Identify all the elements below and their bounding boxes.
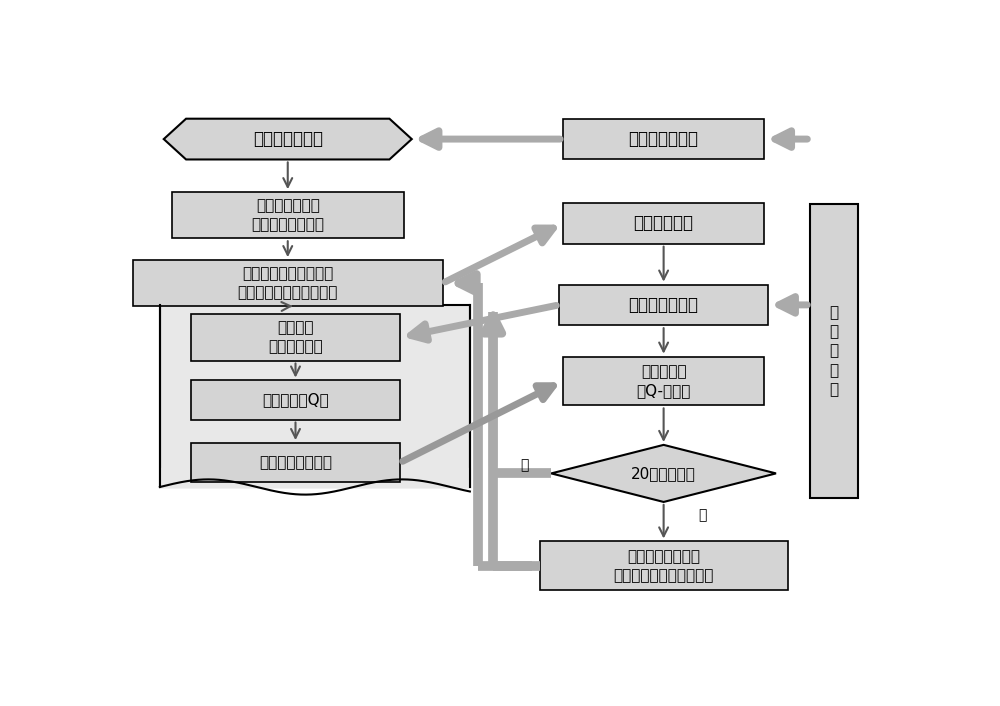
Bar bbox=[563, 119, 764, 160]
Bar bbox=[559, 285, 768, 325]
Text: 确定初始周期和相位差
（网络绿波和子区划分）: 确定初始周期和相位差 （网络绿波和子区划分） bbox=[238, 266, 338, 300]
Bar bbox=[133, 260, 443, 306]
Text: 计算回报及Q值: 计算回报及Q值 bbox=[262, 393, 329, 407]
Bar bbox=[810, 204, 858, 498]
Text: 控制效果
（车均延误）: 控制效果 （车均延误） bbox=[268, 321, 323, 354]
Text: 流
量
检
测
器: 流 量 检 测 器 bbox=[830, 305, 839, 397]
Text: 神经网络权值更新: 神经网络权值更新 bbox=[259, 455, 332, 470]
Text: 确定绿信比
（Q-学习）: 确定绿信比 （Q-学习） bbox=[636, 364, 691, 398]
Text: 否: 否 bbox=[520, 458, 528, 472]
Text: 初始交通流数据: 初始交通流数据 bbox=[629, 130, 699, 148]
Bar bbox=[191, 381, 400, 419]
Text: 确定初始绿信比
（按流量比分配）: 确定初始绿信比 （按流量比分配） bbox=[251, 198, 324, 232]
Bar bbox=[160, 305, 470, 487]
Bar bbox=[563, 357, 764, 405]
Bar bbox=[172, 192, 404, 239]
Text: 确定周期和相位差
（网络绿波和子区划分）: 确定周期和相位差 （网络绿波和子区划分） bbox=[613, 549, 714, 583]
Text: 初始交通流数据: 初始交通流数据 bbox=[253, 130, 323, 148]
Bar bbox=[563, 203, 764, 244]
Polygon shape bbox=[551, 445, 776, 502]
Bar bbox=[540, 542, 788, 590]
Polygon shape bbox=[164, 119, 412, 160]
Text: 路口运行状态: 路口运行状态 bbox=[634, 215, 694, 232]
Bar bbox=[191, 314, 400, 361]
Bar bbox=[191, 443, 400, 482]
Text: 实时交通流数据: 实时交通流数据 bbox=[629, 296, 699, 314]
Text: 是: 是 bbox=[698, 508, 707, 522]
Text: 20个周期间隔: 20个周期间隔 bbox=[631, 466, 696, 481]
